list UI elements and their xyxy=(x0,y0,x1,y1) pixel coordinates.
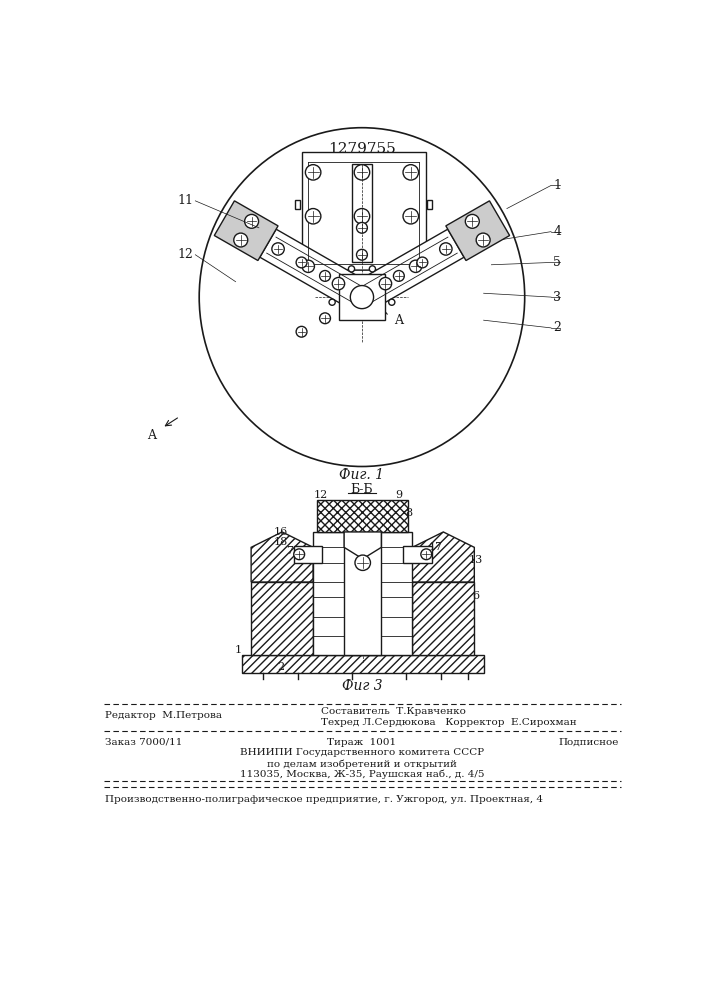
Circle shape xyxy=(440,243,452,255)
Text: Заказ 7000/11: Заказ 7000/11 xyxy=(105,738,183,747)
Circle shape xyxy=(296,257,307,268)
Text: Составитель  Т.Кравченко: Составитель Т.Кравченко xyxy=(321,707,466,716)
Text: 2: 2 xyxy=(277,662,284,672)
Text: 1: 1 xyxy=(554,179,561,192)
Bar xyxy=(242,655,484,673)
Circle shape xyxy=(409,260,422,272)
Polygon shape xyxy=(214,201,278,261)
Circle shape xyxy=(234,233,247,247)
Text: 12: 12 xyxy=(314,490,328,500)
Polygon shape xyxy=(344,532,381,559)
Text: 4: 4 xyxy=(554,225,561,238)
Text: 18: 18 xyxy=(274,537,288,547)
Circle shape xyxy=(272,243,284,255)
Text: 17: 17 xyxy=(428,542,443,552)
Polygon shape xyxy=(446,201,510,261)
Circle shape xyxy=(320,271,330,281)
Text: 11: 11 xyxy=(177,194,193,207)
Circle shape xyxy=(302,260,315,272)
Circle shape xyxy=(305,165,321,180)
Polygon shape xyxy=(412,532,474,582)
Polygon shape xyxy=(305,270,421,282)
Circle shape xyxy=(356,222,368,233)
Bar xyxy=(427,200,432,209)
Text: 9: 9 xyxy=(395,490,402,500)
Circle shape xyxy=(421,549,432,560)
Circle shape xyxy=(465,214,479,228)
Bar xyxy=(296,200,300,209)
Circle shape xyxy=(329,299,335,305)
Text: Подписное: Подписное xyxy=(559,738,619,747)
Circle shape xyxy=(351,286,373,309)
Text: Тираж  1001: Тираж 1001 xyxy=(327,738,397,747)
Bar xyxy=(344,528,381,655)
Text: Редактор  М.Петрова: Редактор М.Петрова xyxy=(105,711,223,720)
Text: 13: 13 xyxy=(469,555,483,565)
Polygon shape xyxy=(251,532,313,582)
Text: 5: 5 xyxy=(554,256,561,269)
Circle shape xyxy=(332,277,344,290)
Circle shape xyxy=(403,209,419,224)
Text: 8: 8 xyxy=(405,508,412,518)
Circle shape xyxy=(369,266,375,272)
Text: 3: 3 xyxy=(554,291,561,304)
Circle shape xyxy=(417,257,428,268)
Text: по делам изобретений и открытий: по делам изобретений и открытий xyxy=(267,759,457,769)
Circle shape xyxy=(293,549,305,560)
Text: 1279755: 1279755 xyxy=(328,142,396,156)
Circle shape xyxy=(355,555,370,570)
Circle shape xyxy=(305,209,321,224)
Circle shape xyxy=(379,277,392,290)
Text: 16: 16 xyxy=(274,527,288,537)
Bar xyxy=(352,164,372,262)
Bar xyxy=(293,546,322,563)
Polygon shape xyxy=(354,229,464,311)
Circle shape xyxy=(389,299,395,305)
Text: Б-Б: Б-Б xyxy=(351,483,373,496)
Text: Техред Л.Сердюкова   Корректор  Е.Сирохман: Техред Л.Сердюкова Корректор Е.Сирохман xyxy=(321,718,576,727)
Text: Производственно-полиграфическое предприятие, г. Ужгород, ул. Проектная, 4: Производственно-полиграфическое предприя… xyxy=(105,795,544,804)
Circle shape xyxy=(356,249,368,260)
Circle shape xyxy=(354,209,370,224)
Bar xyxy=(313,532,412,655)
Circle shape xyxy=(393,271,404,281)
Polygon shape xyxy=(260,229,370,311)
Bar xyxy=(403,546,432,563)
Text: Фиг 3: Фиг 3 xyxy=(341,679,382,693)
Bar xyxy=(412,582,474,655)
Polygon shape xyxy=(339,274,385,320)
Circle shape xyxy=(354,165,370,180)
Circle shape xyxy=(296,326,307,337)
Text: Фиг. 1: Фиг. 1 xyxy=(339,468,385,482)
Text: A: A xyxy=(395,314,404,327)
Circle shape xyxy=(349,266,355,272)
Text: 7: 7 xyxy=(286,546,293,556)
Text: 2: 2 xyxy=(554,321,561,334)
Bar xyxy=(301,152,426,270)
Circle shape xyxy=(245,214,259,228)
Text: 12: 12 xyxy=(177,248,193,261)
Text: ВНИИПИ Государственного комитета СССР: ВНИИПИ Государственного комитета СССР xyxy=(240,748,484,757)
Bar xyxy=(251,582,313,655)
Text: A: A xyxy=(148,429,156,442)
Circle shape xyxy=(320,313,330,324)
Circle shape xyxy=(403,165,419,180)
Circle shape xyxy=(477,233,490,247)
Bar xyxy=(317,500,409,532)
Text: 1: 1 xyxy=(235,645,242,655)
Text: 113035, Москва, Ж-35, Раушская наб., д. 4/5: 113035, Москва, Ж-35, Раушская наб., д. … xyxy=(240,770,484,779)
Text: 6: 6 xyxy=(472,591,479,601)
